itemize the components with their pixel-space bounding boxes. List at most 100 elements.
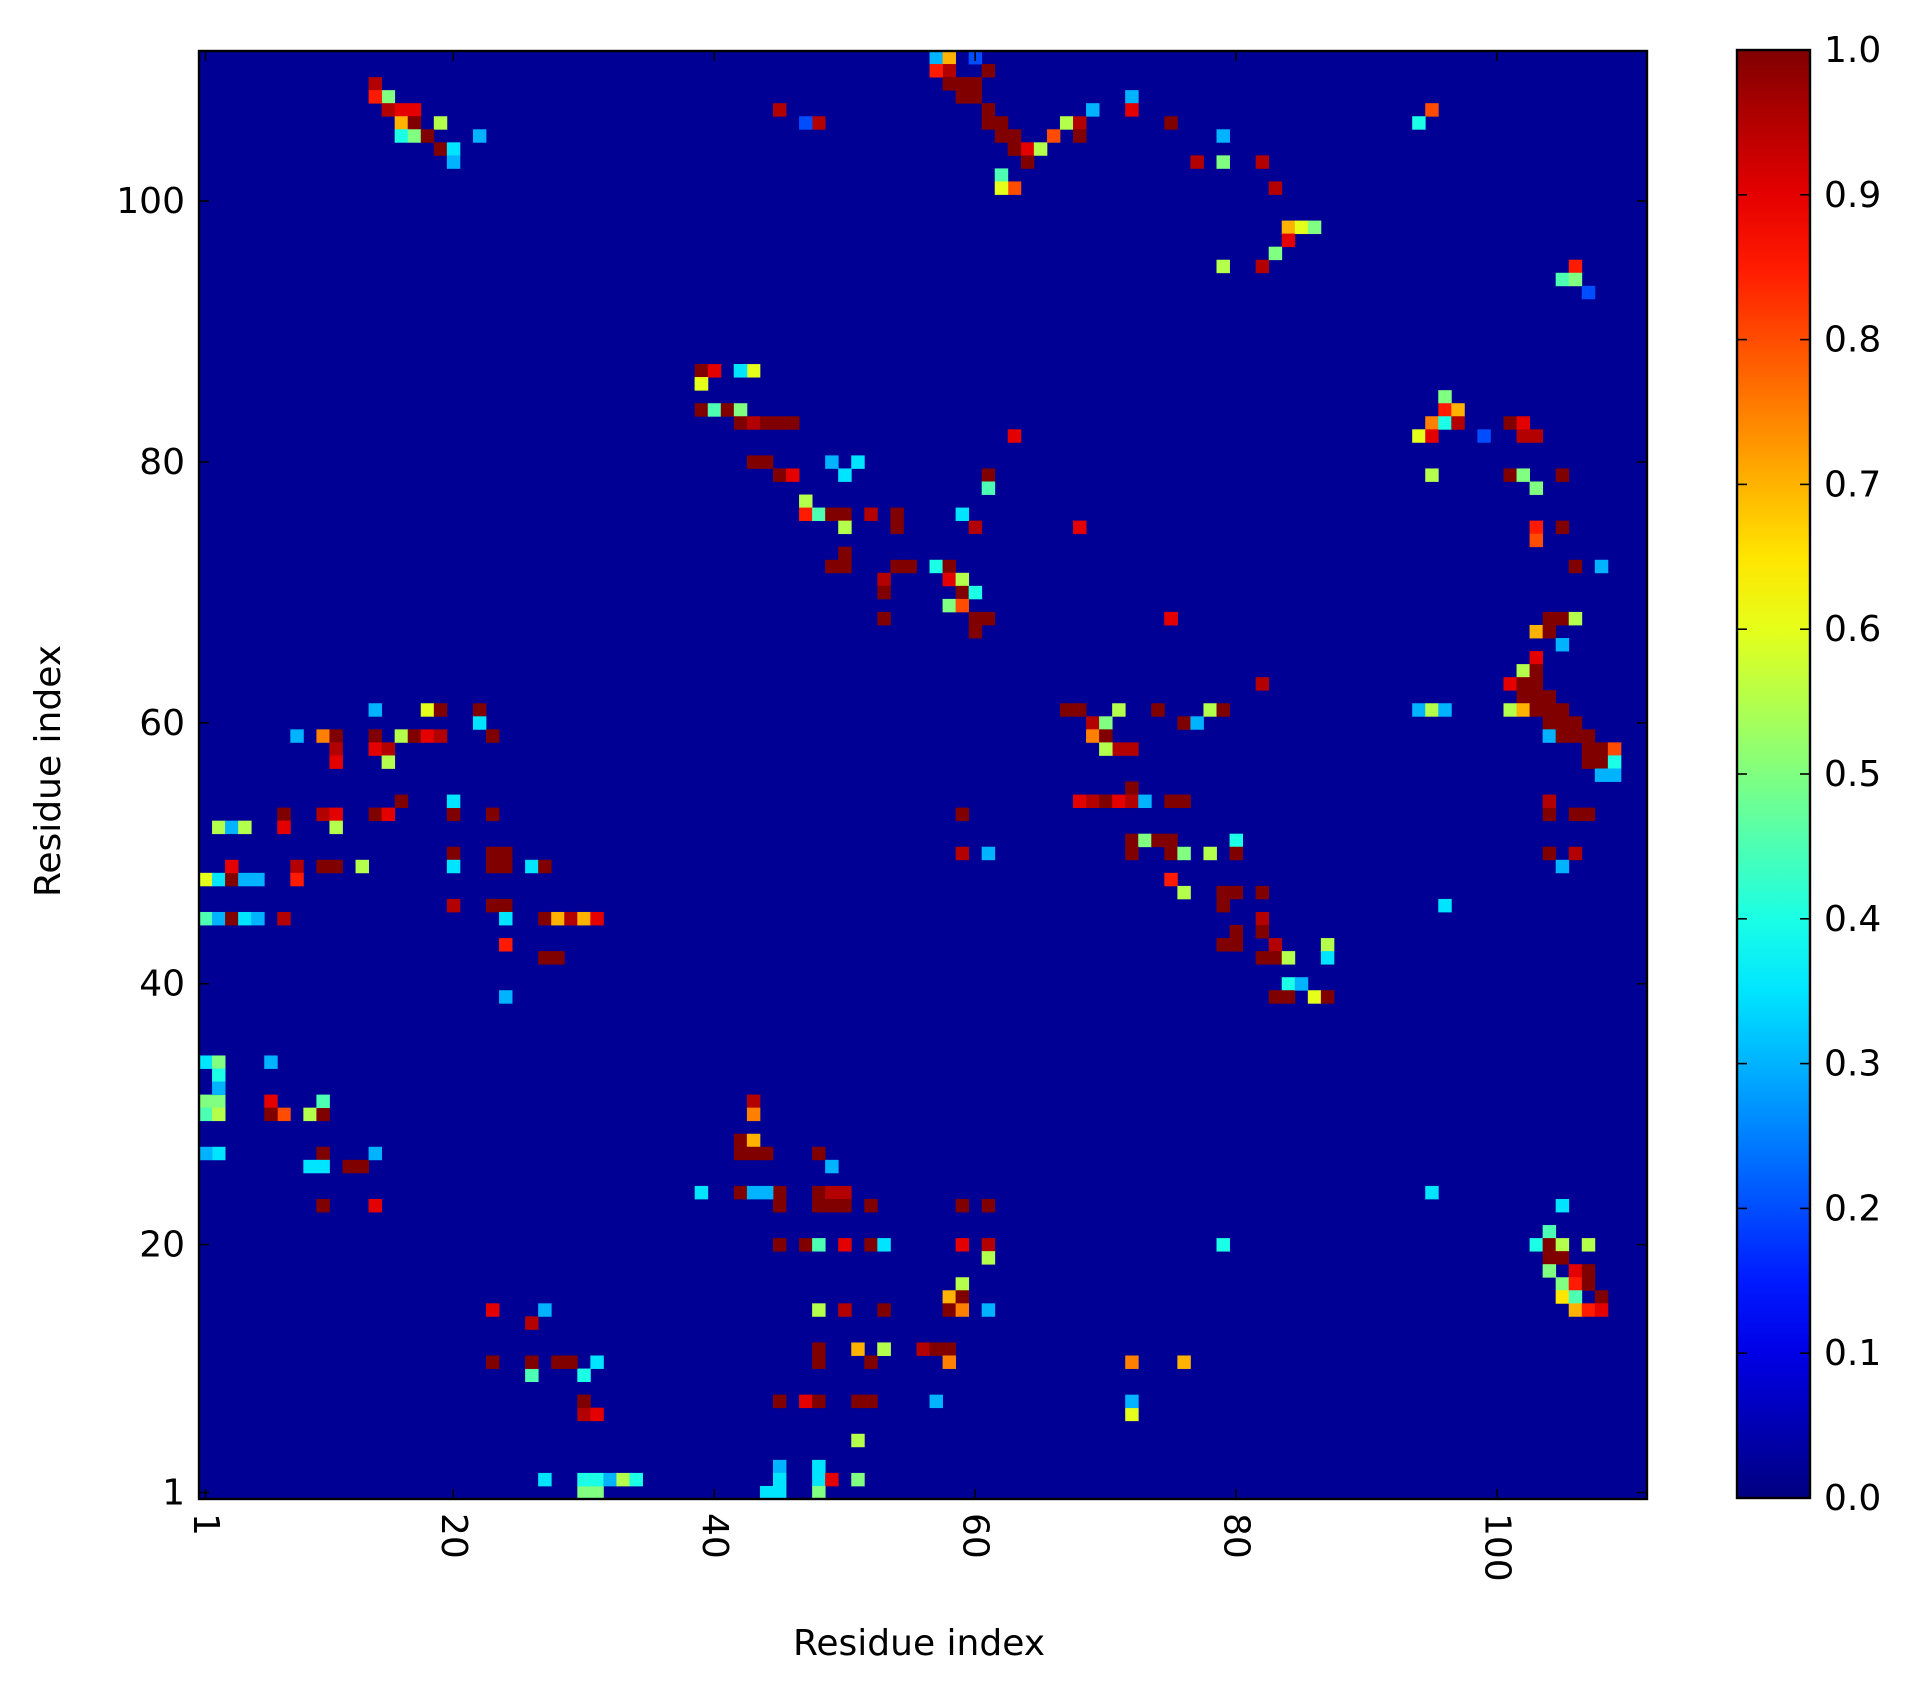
heatmap-cell	[942, 1290, 957, 1304]
heatmap-cell	[407, 129, 422, 143]
heatmap-cell	[1216, 1238, 1230, 1252]
heatmap-cell	[1568, 1303, 1583, 1317]
heatmap-cell	[746, 1107, 761, 1122]
heatmap-cell	[394, 794, 409, 809]
heatmap-cell	[381, 103, 396, 117]
heatmap-cell	[1555, 638, 1570, 652]
heatmap-cell	[499, 846, 513, 861]
colorbar-tick-label: 0.3	[1824, 1044, 1881, 1085]
heatmap-cell	[1268, 951, 1283, 965]
heatmap-cell	[1059, 703, 1074, 717]
heatmap-cell	[746, 1094, 761, 1109]
heatmap-cell	[1255, 885, 1270, 900]
heatmap-cell	[1542, 611, 1557, 626]
heatmap-cell	[1568, 716, 1583, 730]
heatmap-cell	[616, 1472, 630, 1487]
heatmap-cell	[564, 911, 578, 926]
heatmap-cell	[525, 1316, 539, 1330]
heatmap-cell	[1112, 703, 1126, 717]
heatmap-cell	[1568, 272, 1583, 287]
heatmap-cell	[577, 1368, 591, 1382]
heatmap-cell	[1177, 794, 1191, 809]
heatmap-cell	[994, 181, 1009, 195]
heatmap-cell	[746, 416, 761, 430]
heatmap-cell	[733, 416, 748, 430]
heatmap-cell	[329, 755, 343, 769]
heatmap-cell	[968, 77, 983, 91]
heatmap-cell	[864, 1198, 878, 1213]
heatmap-cell	[1425, 468, 1439, 482]
heatmap-cell	[446, 794, 461, 809]
heatmap-cell	[955, 585, 970, 600]
heatmap-cell	[1542, 729, 1557, 743]
heatmap-cell	[199, 1107, 213, 1122]
heatmap-cell	[1177, 716, 1191, 730]
heatmap-cell	[1007, 429, 1022, 443]
heatmap-cell	[368, 1146, 383, 1161]
heatmap-cell	[994, 129, 1009, 143]
heatmap-cell	[1164, 794, 1178, 809]
heatmap-cell	[955, 1290, 970, 1304]
heatmap-cell	[1581, 729, 1596, 743]
heatmap-cell	[942, 77, 957, 91]
heatmap-cell	[772, 1238, 787, 1252]
heatmap-cell	[1229, 885, 1244, 900]
y-tick-label: 80	[139, 442, 185, 483]
heatmap-cell	[1581, 285, 1596, 300]
heatmap-cell	[1438, 403, 1452, 417]
heatmap-cell	[420, 729, 435, 743]
heatmap-cell	[968, 90, 983, 104]
heatmap-cell	[212, 1068, 226, 1082]
heatmap-cell	[694, 403, 709, 417]
heatmap-cell	[433, 703, 448, 717]
heatmap-cell	[1020, 142, 1035, 156]
heatmap-cell	[1529, 429, 1544, 443]
heatmap-cell	[1594, 755, 1609, 769]
heatmap-cell	[1255, 155, 1270, 169]
heatmap-cell	[916, 1342, 930, 1356]
heatmap-cell	[1281, 233, 1296, 248]
heatmap-cell	[890, 507, 904, 522]
heatmap-cell	[1568, 1264, 1583, 1278]
heatmap-cell	[277, 1107, 291, 1122]
heatmap-cell	[1125, 781, 1139, 795]
heatmap-cell	[577, 1394, 591, 1409]
heatmap-cell	[1607, 742, 1622, 756]
x-tick-label: 40	[694, 1513, 735, 1559]
heatmap-cell	[812, 1355, 826, 1369]
heatmap-cell	[446, 155, 461, 169]
heatmap-cell	[1542, 703, 1557, 717]
heatmap-cell	[812, 1198, 826, 1213]
plot-area	[197, 49, 1649, 1501]
heatmap-cell	[1529, 624, 1544, 639]
heatmap-cell	[1151, 703, 1165, 717]
heatmap-cell	[981, 846, 996, 861]
heatmap-cell	[1073, 520, 1087, 535]
plot-frame	[197, 49, 1649, 1501]
heatmap-cell	[212, 1081, 226, 1096]
heatmap-cell	[694, 1185, 709, 1200]
heatmap-cell	[1607, 755, 1622, 769]
heatmap-cell	[1229, 925, 1244, 939]
heatmap-cell	[825, 455, 839, 469]
heatmap-cell	[772, 468, 787, 482]
heatmap-cell	[877, 572, 891, 587]
heatmap-cell	[499, 859, 513, 874]
heatmap-cell	[1594, 1303, 1609, 1317]
heatmap-cell	[1425, 703, 1439, 717]
colorbar-tick-label: 0.8	[1824, 320, 1881, 361]
heatmap-cell	[212, 1107, 226, 1122]
heatmap-cell	[1099, 729, 1113, 743]
heatmap-cell	[877, 611, 891, 626]
heatmap-cell	[290, 729, 304, 743]
heatmap-cell	[1033, 142, 1048, 156]
heatmap-cell	[446, 846, 461, 861]
heatmap-cell	[525, 1368, 539, 1382]
heatmap-cell	[1555, 729, 1570, 743]
heatmap-cell	[212, 1094, 226, 1109]
heatmap-cell	[1086, 103, 1100, 117]
heatmap-cell	[851, 1472, 865, 1487]
heatmap-cell	[551, 1355, 565, 1369]
heatmap-cell	[1216, 885, 1230, 900]
heatmap-cell	[733, 1146, 748, 1161]
